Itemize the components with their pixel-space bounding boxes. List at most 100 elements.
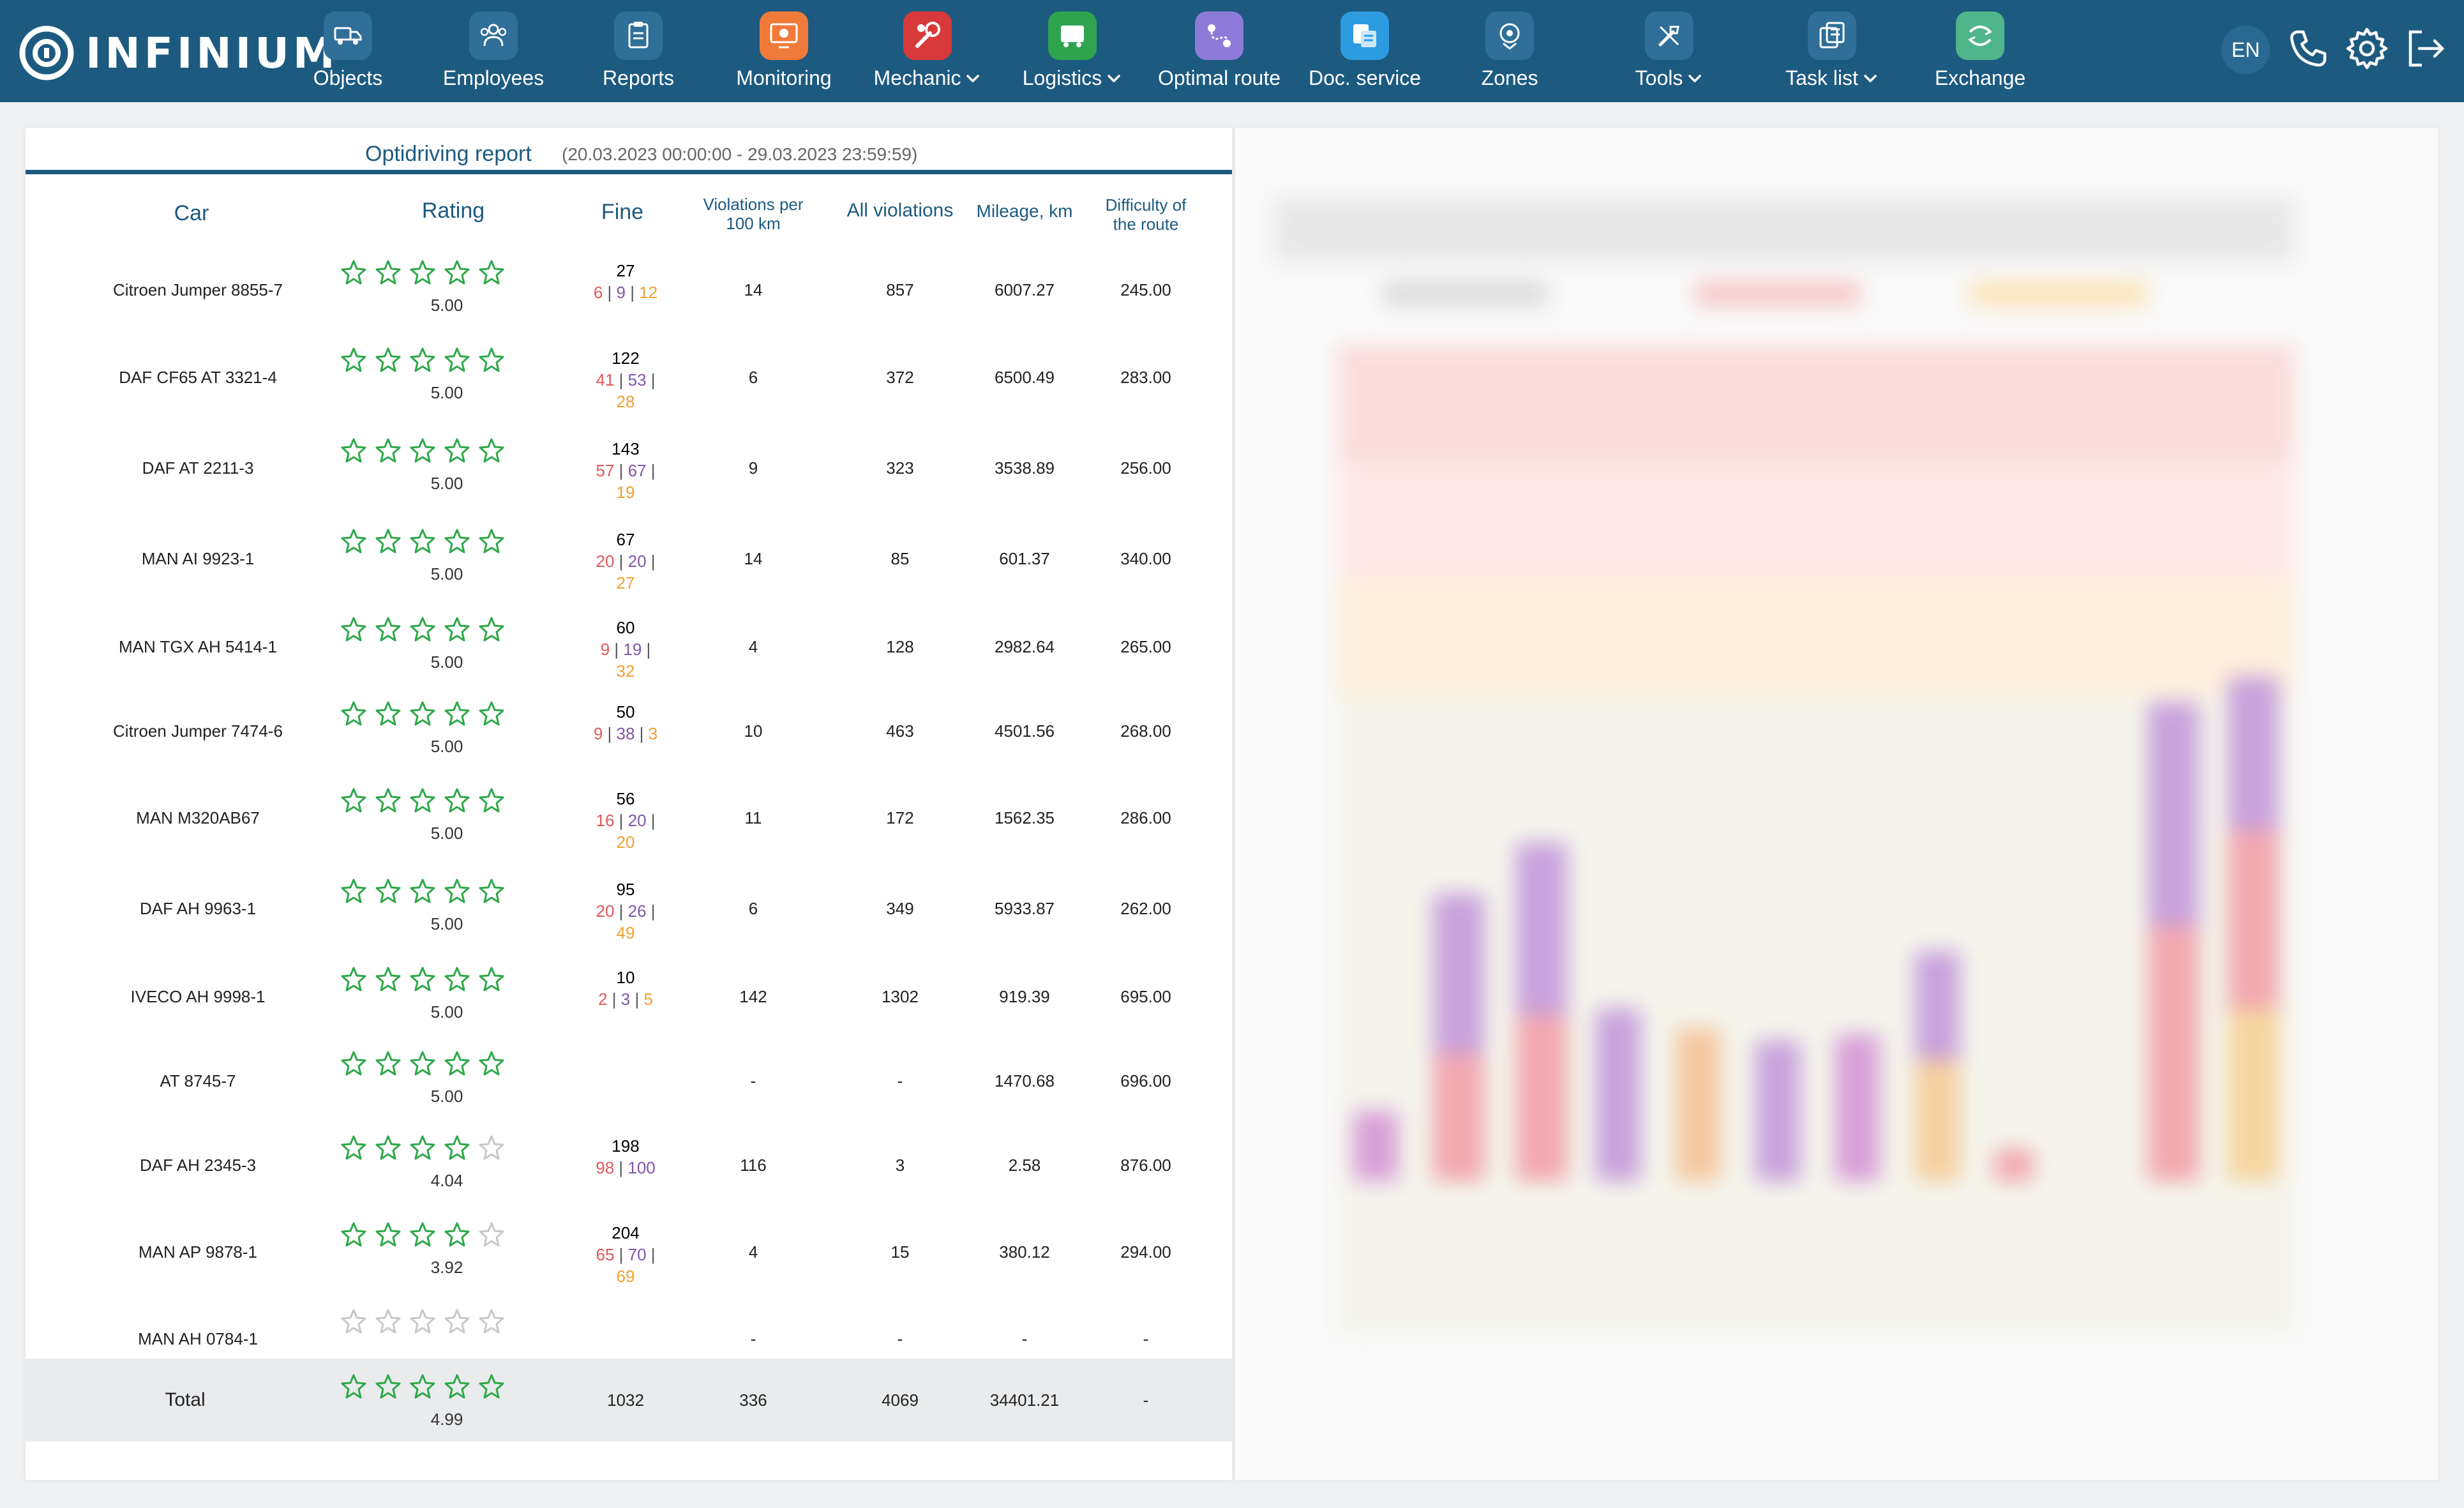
car-name: IVECO AH 9998-1 <box>130 987 266 1006</box>
violations-100: 116 <box>740 1156 767 1175</box>
table-row[interactable]: DAF CF65 AT 3321-4 5.00 122 41 | 53 | 28 6 37… <box>26 346 1232 423</box>
table-row[interactable]: MAN AP 9878-1 3.92 204 65 | 70 | 69 4 15 380.1… <box>26 1221 1232 1297</box>
col-difficulty[interactable]: Difficulty of the route <box>1105 195 1187 234</box>
col-mileage[interactable]: Mileage, km <box>976 200 1073 221</box>
nav-item-reports[interactable]: Reports <box>571 0 705 102</box>
nav-label-text: Task list <box>1785 66 1858 89</box>
logo-text: INFINIUM <box>86 28 339 78</box>
table-row[interactable]: MAN TGX AH 5414-1 5.00 60 9 | 19 | 32 4 128 29… <box>26 615 1232 692</box>
table-row[interactable]: MAN AI 9923-1 5.00 67 20 | 20 | 27 14 85 601.3… <box>26 527 1232 604</box>
star-filled-icon <box>340 700 368 728</box>
violations-100: 10 <box>744 721 763 741</box>
fine-purple-count: 20 <box>627 552 647 571</box>
language-button[interactable]: EN <box>2221 26 2270 74</box>
col-all-violations[interactable]: All violations <box>846 199 954 221</box>
violations-100: 14 <box>744 549 763 568</box>
nav-label: Optimal route <box>1158 66 1281 90</box>
star-filled-icon <box>340 615 368 644</box>
nav-item-tools[interactable]: Tools <box>1602 0 1736 102</box>
car-name: MAN TGX AH 5414-1 <box>118 637 278 656</box>
clipboard-icon <box>614 11 663 60</box>
all-violations: 1302 <box>882 987 919 1006</box>
violations-100: - <box>750 1329 756 1348</box>
report-panel: Optidriving report (20.03.2023 00:00:00 … <box>26 128 1232 1480</box>
separator: | <box>614 1245 628 1264</box>
chevron-down-icon[interactable] <box>1862 70 1879 87</box>
separator: | <box>646 552 656 571</box>
fine-total: 50 <box>616 702 635 721</box>
nav-item-logistics[interactable]: Logistics <box>1005 0 1139 102</box>
fine-red-count: 57 <box>596 461 615 480</box>
nav-item-doc-service[interactable]: Doc. service <box>1298 0 1432 102</box>
fine-purple-count: 3 <box>620 990 631 1009</box>
fine-orange-count: 49 <box>616 923 635 942</box>
table-row[interactable]: DAF AH 2345-3 4.04 198 98 | 100 116 3 2.58 876.… <box>26 1134 1232 1210</box>
table-row[interactable]: MAN AH 0784-1 - - - - <box>26 1308 1232 1384</box>
fine-red-count: 2 <box>598 990 608 1009</box>
total-fine: 1032 <box>607 1391 644 1410</box>
table-row[interactable]: AT 8745-7 5.00 - - 1470.68 696.00 <box>26 1050 1232 1126</box>
chevron-down-icon[interactable] <box>965 70 981 87</box>
col-car[interactable]: Car <box>174 201 209 226</box>
car-name: MAN AP 9878-1 <box>139 1242 257 1262</box>
car-name: DAF CF65 AT 3321-4 <box>119 368 277 387</box>
fine-red-count: 9 <box>593 724 603 743</box>
fine-purple-count: 26 <box>627 901 647 921</box>
star-filled-icon <box>340 877 368 905</box>
zones-icon <box>1485 11 1534 60</box>
chevron-down-icon[interactable] <box>1106 70 1122 87</box>
app-logo[interactable]: INFINIUM <box>19 24 339 82</box>
chevron-down-icon[interactable] <box>1686 70 1703 87</box>
star-filled-icon <box>409 787 437 815</box>
col-fine[interactable]: Fine <box>601 200 644 225</box>
fine-breakdown: 57 | 67 | 19 <box>568 460 683 503</box>
star-filled-icon <box>374 259 402 287</box>
gear-icon[interactable] <box>2344 26 2390 72</box>
table-row[interactable]: Citroen Jumper 8855-7 5.00 27 6 | 9 | 12 14 8… <box>26 259 1232 335</box>
fine-orange-count: 5 <box>643 990 653 1009</box>
nav-label: Exchange <box>1935 66 2025 90</box>
violations-100: - <box>750 1071 756 1090</box>
fine-total: 60 <box>616 618 635 637</box>
phone-icon[interactable] <box>2285 26 2331 72</box>
header-divider <box>26 170 1232 174</box>
separator: | <box>642 640 651 659</box>
separator: | <box>646 811 656 830</box>
rating-stars <box>340 1308 544 1336</box>
rating-stars <box>340 965 544 993</box>
table-row[interactable]: Citroen Jumper 7474-6 5.00 50 9 | 38 | 3 10 4… <box>26 700 1232 776</box>
star-filled-icon <box>374 615 402 644</box>
truck-icon <box>324 11 372 60</box>
separator: | <box>614 552 628 571</box>
rating-value: 5.00 <box>430 1002 463 1022</box>
table-row[interactable]: MAN M320AB67 5.00 56 16 | 20 | 20 11 172 1562.… <box>26 787 1232 863</box>
rating-stars <box>340 1221 544 1249</box>
rating-stars <box>340 700 544 728</box>
nav-item-monitoring[interactable]: Monitoring <box>717 0 851 102</box>
nav-item-exchange[interactable]: Exchange <box>1913 0 2047 102</box>
star-filled-icon <box>374 346 402 374</box>
col-violations-100[interactable]: Violations per 100 km <box>703 195 804 233</box>
col-rating[interactable]: Rating <box>421 199 485 223</box>
nav-item-optimal-route[interactable]: Optimal route <box>1152 0 1286 102</box>
rating-stars <box>340 259 544 287</box>
table-row[interactable]: DAF AH 9963-1 5.00 95 20 | 26 | 49 6 349 5933.… <box>26 877 1232 954</box>
violations-100: 4 <box>748 1242 758 1262</box>
logout-icon[interactable] <box>2403 26 2449 72</box>
nav-item-zones[interactable]: Zones <box>1443 0 1577 102</box>
mileage: - <box>1021 1329 1028 1348</box>
nav-item-task-list[interactable]: Task list <box>1765 0 1899 102</box>
fine-total: 122 <box>612 349 640 368</box>
mileage: 3538.89 <box>995 458 1055 478</box>
mileage: 6007.27 <box>995 280 1055 299</box>
nav-item-employees[interactable]: Employees <box>426 0 560 102</box>
star-filled-icon <box>477 346 506 374</box>
table-row[interactable]: DAF AT 2211-3 5.00 143 57 | 67 | 19 9 323 3538… <box>26 437 1232 513</box>
top-navbar: INFINIUM Objects Employees Reports Monitori… <box>0 0 2464 102</box>
exchange-icon <box>1956 11 2004 60</box>
users-icon <box>469 11 518 60</box>
nav-item-objects[interactable]: Objects <box>281 0 415 102</box>
nav-item-mechanic[interactable]: Mechanic <box>860 0 995 102</box>
table-row[interactable]: IVECO AH 9998-1 5.00 10 2 | 3 | 5 142 1302 919… <box>26 965 1232 1042</box>
fine-breakdown: 16 | 20 | 20 <box>568 810 683 853</box>
